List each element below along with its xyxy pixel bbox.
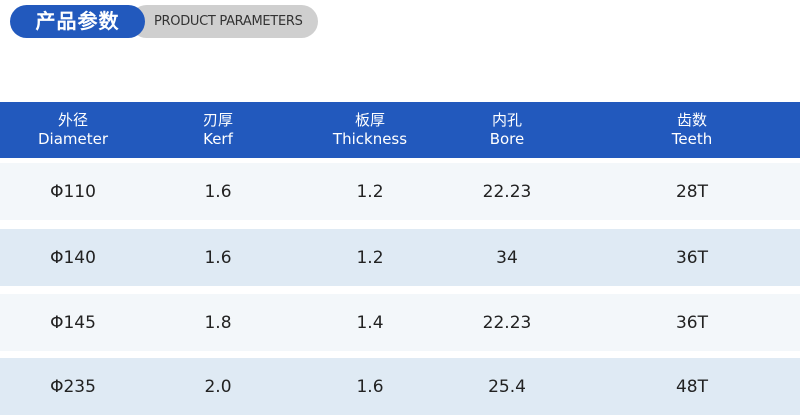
cell-bore: 34 (496, 247, 518, 268)
cell-teeth: 28T (675, 181, 709, 202)
cell-bore: 22.23 (482, 181, 532, 202)
table-row: Φ110 1.6 1.2 22.23 28T (0, 163, 800, 220)
cell-kerf: 1.6 (204, 247, 232, 268)
title-zh: 产品参数 (10, 5, 145, 38)
cell-kerf: 1.8 (204, 312, 232, 333)
cell-diameter: Φ235 (50, 376, 96, 397)
title-en: PRODUCT PARAMETERS (154, 14, 303, 29)
header-kerf: 刃厚 Kerf (202, 111, 233, 148)
cell-thickness: 1.2 (356, 181, 384, 202)
table-header: 外径 Diameter 刃厚 Kerf 板厚 Thickness 内孔 Bore 齿数 T… (0, 102, 800, 158)
table-row: Φ145 1.8 1.4 22.23 36T (0, 294, 800, 351)
cell-bore: 25.4 (488, 376, 526, 397)
cell-thickness: 1.2 (356, 247, 384, 268)
cell-bore: 22.23 (482, 312, 532, 333)
cell-kerf: 1.6 (204, 181, 232, 202)
header-bore: 内孔 Bore (489, 111, 525, 148)
cell-diameter: Φ140 (50, 247, 96, 268)
cell-diameter: Φ110 (50, 181, 96, 202)
cell-teeth: 36T (675, 312, 709, 333)
cell-thickness: 1.4 (356, 312, 384, 333)
cell-diameter: Φ145 (50, 312, 96, 333)
table-row: Φ235 2.0 1.6 25.4 48T (0, 358, 800, 415)
cell-thickness: 1.6 (356, 376, 384, 397)
cell-teeth: 48T (675, 376, 709, 397)
cell-teeth: 36T (675, 247, 709, 268)
header-diameter: 外径 Diameter (37, 111, 109, 148)
header-thickness: 板厚 Thickness (332, 111, 408, 148)
cell-kerf: 2.0 (204, 376, 232, 397)
table-row: Φ140 1.6 1.2 34 36T (0, 229, 800, 286)
header-teeth: 齿数 Teeth (671, 111, 713, 148)
title-en-pill: PRODUCT PARAMETERS (130, 5, 318, 38)
